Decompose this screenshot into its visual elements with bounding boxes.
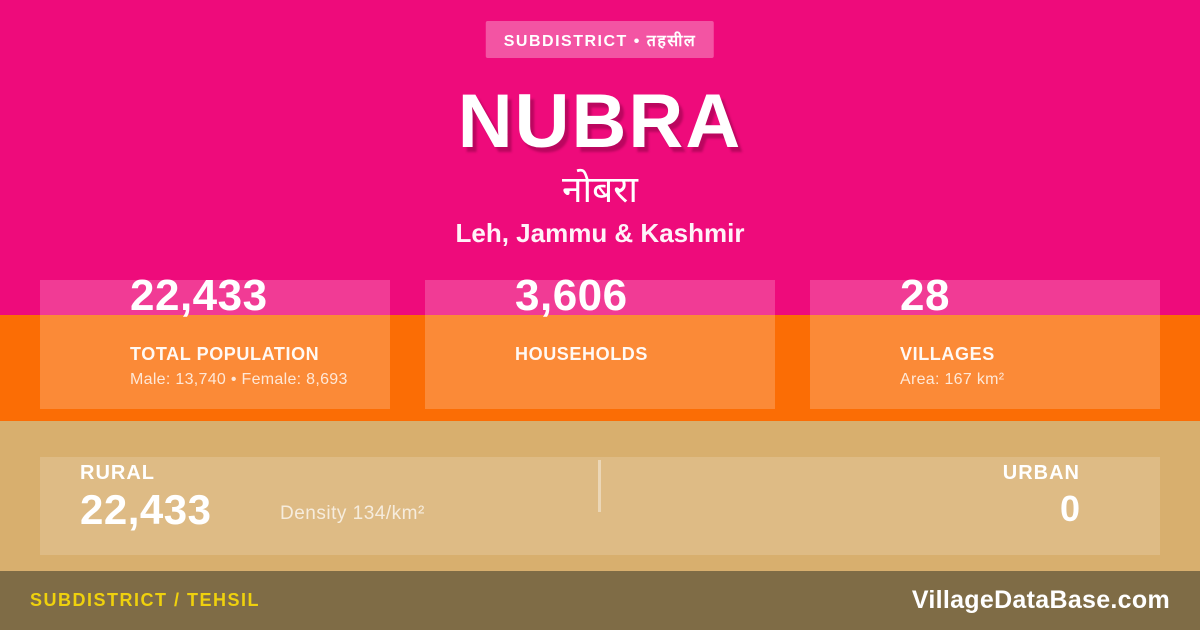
rural-stat: RURAL 22,433 — [80, 463, 211, 531]
rural-value: 22,433 — [80, 486, 212, 533]
stat-value: 22,433 — [130, 271, 268, 320]
urban-stat: URBAN 0 — [1003, 463, 1080, 527]
footer-bar: SUBDISTRICT / TEHSIL VillageDataBase.com — [0, 571, 1200, 630]
pink-header-band — [0, 0, 1200, 315]
stat-label: HOUSEHOLDS — [515, 344, 649, 364]
tan-breakdown-band — [0, 421, 1200, 571]
location-subtitle: Leh, Jammu & Kashmir — [455, 218, 745, 248]
footer-type-label: SUBDISTRICT / TEHSIL — [30, 590, 261, 610]
page-title: NUBRA — [457, 79, 743, 164]
stat-box-households: 3,606 HOUSEHOLDS — [425, 274, 775, 409]
stat-label: TOTAL POPULATION — [130, 344, 320, 364]
page-title-native: नोबरा — [562, 169, 638, 210]
stat-box-total-population: 22,433 TOTAL POPULATION Male: 13,740 • F… — [40, 274, 390, 409]
orange-stats-band — [0, 315, 1200, 421]
brand-wordmark: VillageDataBase.com — [911, 586, 1170, 614]
stat-value: 3,606 — [515, 271, 628, 320]
stat-detail: Male: 13,740 • Female: 8,693 — [130, 370, 348, 388]
vertical-divider — [598, 460, 601, 512]
subdistrict-type-badge: SUBDISTRICT • तहसील — [485, 21, 715, 58]
urban-label: URBAN — [1002, 462, 1080, 484]
urban-value: 0 — [1059, 488, 1080, 529]
stat-detail: Area: 167 km² — [900, 370, 1005, 388]
stat-value: 28 — [900, 271, 950, 320]
stat-box-villages: 28 VILLAGES Area: 167 km² — [810, 274, 1160, 409]
badge-label: SUBDISTRICT • तहसील — [503, 32, 697, 50]
rural-urban-breakdown: RURAL 22,433 Density 134/km² URBAN 0 — [40, 457, 1160, 555]
rural-label: RURAL — [80, 462, 155, 484]
stat-label: VILLAGES — [900, 344, 995, 364]
density-text: Density 134/km² — [280, 503, 425, 524]
